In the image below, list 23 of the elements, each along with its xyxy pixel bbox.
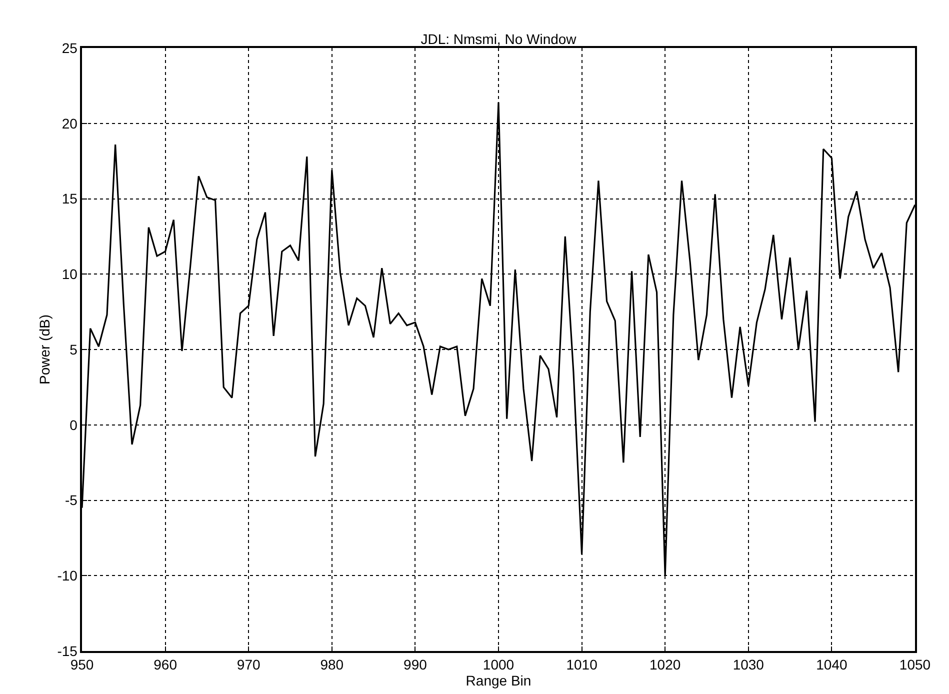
y-tick-label: -10 xyxy=(57,568,78,584)
y-axis-title: Power (dB) xyxy=(36,314,52,385)
x-axis-title: Range Bin xyxy=(466,672,532,689)
x-tick-label: 970 xyxy=(236,656,260,673)
x-tick-label: 1020 xyxy=(650,656,681,673)
y-tick-label: 5 xyxy=(70,341,78,358)
y-tick-label: 15 xyxy=(62,190,78,207)
x-tick-label: 1050 xyxy=(899,656,931,673)
y-tick-label: 20 xyxy=(62,115,78,132)
x-tick-label: 950 xyxy=(70,656,94,673)
y-tick-label: 25 xyxy=(62,40,78,56)
y-tick-label: -5 xyxy=(64,492,78,508)
y-tick-label: 10 xyxy=(62,266,78,282)
y-tick-label: -15 xyxy=(57,642,78,659)
x-tick-label: 1040 xyxy=(816,656,848,673)
y-tick-label: 0 xyxy=(70,416,78,433)
x-tick-label: 1030 xyxy=(732,656,764,673)
x-tick-label: 1010 xyxy=(566,656,598,673)
chart-title: JDL: Nmsmi, No Window xyxy=(420,31,578,47)
x-tick-label: 990 xyxy=(404,656,428,673)
x-tick-label: 1000 xyxy=(482,656,514,673)
x-tick-label: 980 xyxy=(320,656,344,673)
x-tick-label: 960 xyxy=(154,656,178,673)
